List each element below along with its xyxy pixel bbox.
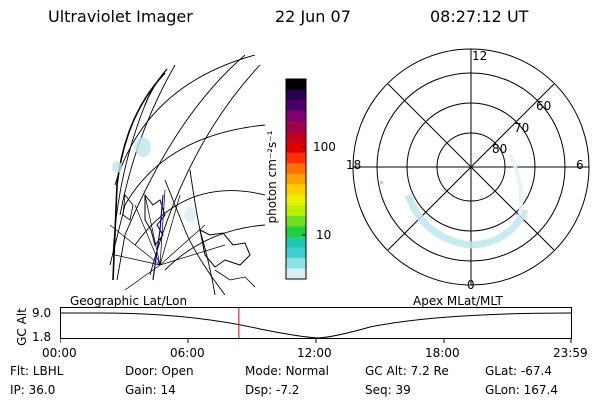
colorbar-unit-label: photon cm⁻²s⁻¹ — [265, 130, 279, 224]
timeline-left-label: Geographic Lat/Lon — [70, 294, 188, 308]
colorbar-cell — [286, 215, 306, 227]
colorbar-cell — [286, 184, 306, 196]
continent-outline — [122, 193, 134, 221]
parallel-line — [164, 224, 265, 271]
timeline-right-label: Apex MLat/MLT — [413, 294, 503, 308]
parallel-line — [164, 179, 226, 295]
colorbar-tick-100: 100 — [313, 140, 336, 154]
status-flt: Flt: LBHL — [10, 364, 64, 378]
colorbar-cell — [286, 236, 306, 248]
altitude-timeline — [60, 307, 573, 343]
lat-label-80: 80 — [492, 142, 508, 156]
colorbar-cell — [286, 247, 306, 259]
mlt-label-6: 6 — [576, 158, 584, 172]
x-tick-0000: 00:00 — [42, 346, 77, 360]
status-glon: GLon: 167.4 — [485, 383, 558, 397]
aurora-patch — [112, 161, 122, 173]
y-tick-9: 9.0 — [32, 306, 52, 320]
spacecraft-track — [152, 194, 164, 281]
y-tick-1.8: 1.8 — [32, 330, 52, 344]
continent-outline — [214, 269, 256, 288]
colorbar-cell — [286, 268, 306, 280]
colorbar-cell — [286, 173, 306, 185]
colorbar-cell — [286, 194, 306, 206]
mlt-label-18: 18 — [346, 158, 362, 172]
aurora-oval — [508, 154, 524, 216]
aurora-oval — [404, 193, 529, 249]
status-dsp: Dsp: -7.2 — [245, 383, 300, 397]
timeline-axis-title: GC Alt — [15, 308, 29, 346]
meridian-line — [149, 64, 261, 276]
colorbar-tick-10: 10 — [316, 228, 332, 242]
meridian-line — [116, 55, 246, 281]
aurora-patch — [135, 137, 151, 157]
colorbar-cell — [286, 89, 306, 101]
parallel-line — [189, 169, 216, 295]
color-bar — [285, 78, 307, 280]
instrument-title: Ultraviolet Imager — [48, 7, 193, 26]
continent-outline — [199, 229, 251, 268]
x-tick-1800: 18:00 — [425, 346, 460, 360]
colorbar-cell — [286, 131, 306, 143]
colorbar-cell — [286, 257, 306, 269]
aurora-patch — [184, 207, 196, 223]
mlt-axis — [387, 83, 555, 251]
aurora-patch — [380, 181, 383, 184]
x-tick-1200: 12:00 — [297, 346, 332, 360]
colorbar-cell — [286, 142, 306, 154]
lat-label-60: 60 — [536, 99, 552, 113]
status-gc-alt: GC Alt: 7.2 Re — [365, 364, 449, 378]
colorbar-cell — [286, 79, 306, 91]
x-tick-0600: 06:00 — [170, 346, 205, 360]
status-seq: Seq: 39 — [365, 383, 411, 397]
mlt-label-12: 12 — [472, 49, 488, 63]
colorbar-cell — [286, 152, 306, 164]
status-gain: Gain: 14 — [125, 383, 176, 397]
earth-limb — [144, 68, 168, 106]
lat-label-70: 70 — [514, 121, 530, 135]
status-glat: GLat: -67.4 — [485, 364, 552, 378]
parallel-line — [114, 55, 256, 186]
status-mode: Mode: Normal — [245, 364, 329, 378]
colorbar-cell — [286, 163, 306, 175]
colorbar-cell — [286, 110, 306, 122]
status-ip: IP: 36.0 — [10, 383, 56, 397]
colorbar-cell — [286, 100, 306, 112]
mlt-label-0: 0 — [467, 278, 475, 292]
colorbar-cell — [286, 205, 306, 217]
geographic-map — [109, 55, 265, 295]
altitude-curve — [60, 312, 573, 339]
time-label: 08:27:12 UT — [430, 7, 529, 26]
parallel-line — [134, 190, 265, 246]
colorbar-cell — [286, 226, 306, 238]
polar-grid — [109, 189, 226, 291]
colorbar-cell — [286, 121, 306, 133]
date-label: 22 Jun 07 — [275, 7, 351, 26]
x-tick-2359: 23:59 — [553, 346, 588, 360]
parallel-line — [109, 124, 265, 266]
status-door: Door: Open — [125, 364, 194, 378]
polar-mlt-plot — [352, 48, 590, 286]
